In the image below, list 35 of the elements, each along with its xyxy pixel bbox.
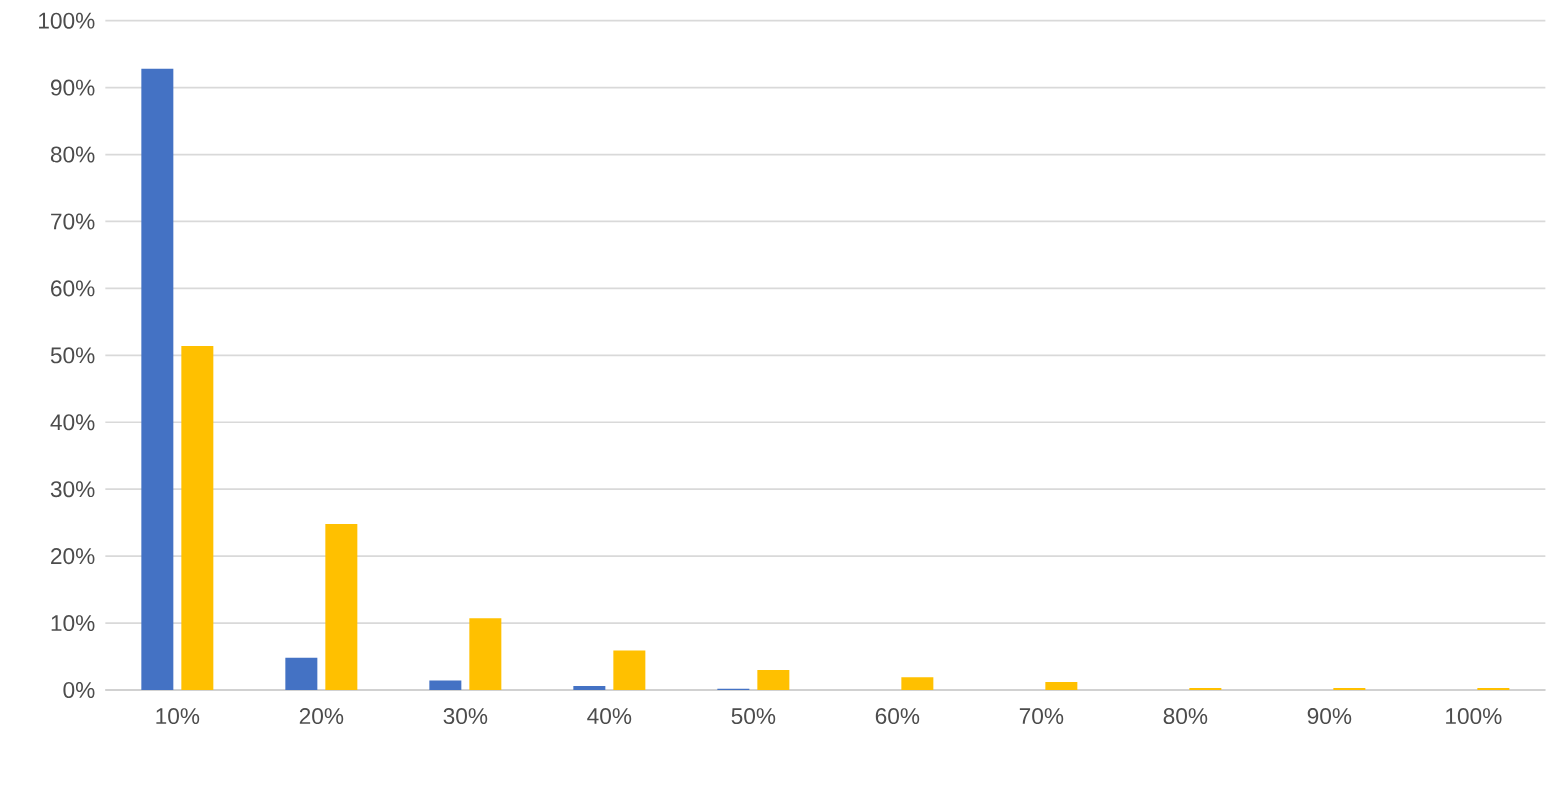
y-tick-label: 80% [50,146,95,163]
bar [181,345,214,690]
y-tick-label: 50% [50,347,95,364]
y-tick-label: 20% [51,548,95,565]
y-tick-label: 10% [51,615,95,632]
x-tick-label: 70% [1019,708,1064,725]
bar [141,68,174,690]
bar [613,650,646,690]
bar [429,680,462,690]
y-tick-label: 0% [63,681,95,699]
bar [573,685,606,690]
y-tick-label: 60% [51,280,95,297]
x-tick-label: 80% [1163,708,1208,725]
x-tick-label: 10% [156,708,200,725]
y-tick-label: 100% [39,12,95,29]
bar [1333,687,1366,690]
bar [1189,687,1222,690]
x-tick-label: 40% [587,708,632,725]
y-tick-label: 70% [51,213,95,230]
x-tick-label: 30% [443,708,488,725]
x-tick-label: 100% [1446,708,1502,725]
x-tick-label: 60% [875,708,920,725]
x-tick-label: 50% [731,708,776,725]
y-tick-label: 90% [51,79,95,96]
y-tick-label: 40% [50,414,95,431]
x-tick-label: 20% [299,708,344,725]
bar [757,669,790,690]
bar [325,523,358,690]
bar [469,618,502,690]
bar [1045,681,1078,690]
x-tick-label: 90% [1307,708,1352,725]
bar [285,657,318,690]
bar [901,677,934,690]
bar [1477,687,1510,690]
y-tick-label: 30% [50,481,95,498]
